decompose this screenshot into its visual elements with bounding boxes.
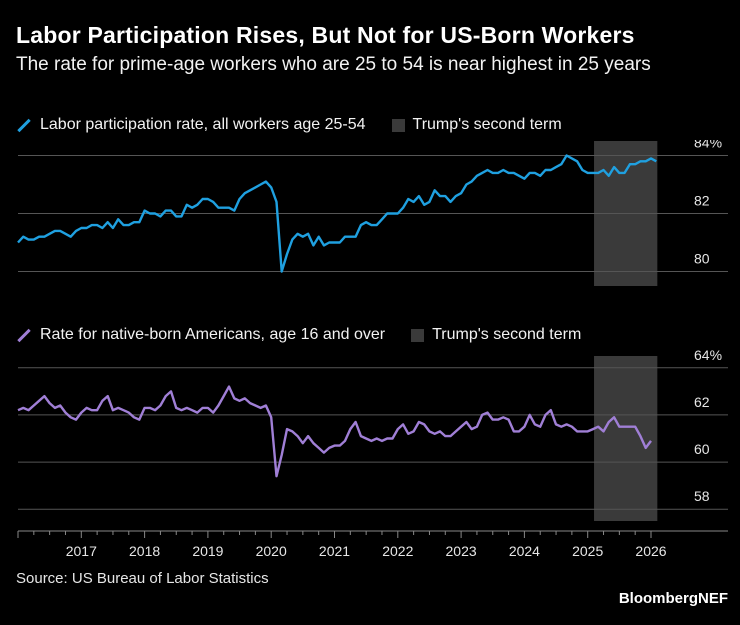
y-tick-label: 80 (694, 251, 710, 267)
series-swatch-icon (17, 328, 31, 342)
series-swatch-icon (17, 118, 31, 132)
series-line (17, 385, 652, 478)
x-tick-label: 2017 (66, 543, 97, 559)
legend-series-label: Rate for native-born Americans, age 16 a… (40, 326, 386, 343)
legend-top: Labor participation rate, all workers ag… (16, 116, 562, 134)
trump-term-shade (594, 356, 658, 521)
x-tick-label: 2025 (572, 543, 603, 559)
y-tick-label: 64% (694, 350, 722, 363)
x-tick-label: 2021 (319, 543, 350, 559)
x-tick-label: 2018 (129, 543, 160, 559)
source-note: Source: US Bureau of Labor Statistics (16, 570, 269, 587)
legend-series-label: Labor participation rate, all workers ag… (40, 116, 366, 133)
x-tick-label: 2020 (256, 543, 287, 559)
chart-native-born: 58 60 62 64% 2017 2018 2019 2020 2021 2022 2023 202… (17, 350, 728, 559)
x-tick-label: 2026 (635, 543, 666, 559)
chart-title: Labor Participation Rises, But Not for U… (16, 22, 635, 48)
legend-bottom: Rate for native-born Americans, age 16 a… (16, 326, 581, 344)
x-tick-label: 2022 (382, 543, 413, 559)
legend-shade-label: Trump's second term (412, 116, 562, 133)
x-tick-label: 2024 (509, 543, 540, 559)
x-tick-label: 2023 (446, 543, 477, 559)
chart-all-workers: 80 82 84% (17, 140, 728, 286)
brand-logo: BloombergNEF (618, 590, 728, 607)
shade-swatch-icon (391, 118, 405, 132)
y-tick-label: 82 (694, 193, 710, 209)
shade-swatch-icon (411, 328, 425, 342)
y-tick-label: 60 (694, 441, 710, 457)
series-line (17, 154, 657, 273)
chart-subtitle: The rate for prime-age workers who are 2… (16, 54, 651, 75)
x-tick-label: 2019 (192, 543, 223, 559)
legend-shade-label: Trump's second term (432, 326, 582, 343)
y-tick-label: 62 (694, 394, 710, 410)
y-tick-label: 58 (694, 488, 710, 504)
y-tick-label: 84% (694, 140, 722, 151)
